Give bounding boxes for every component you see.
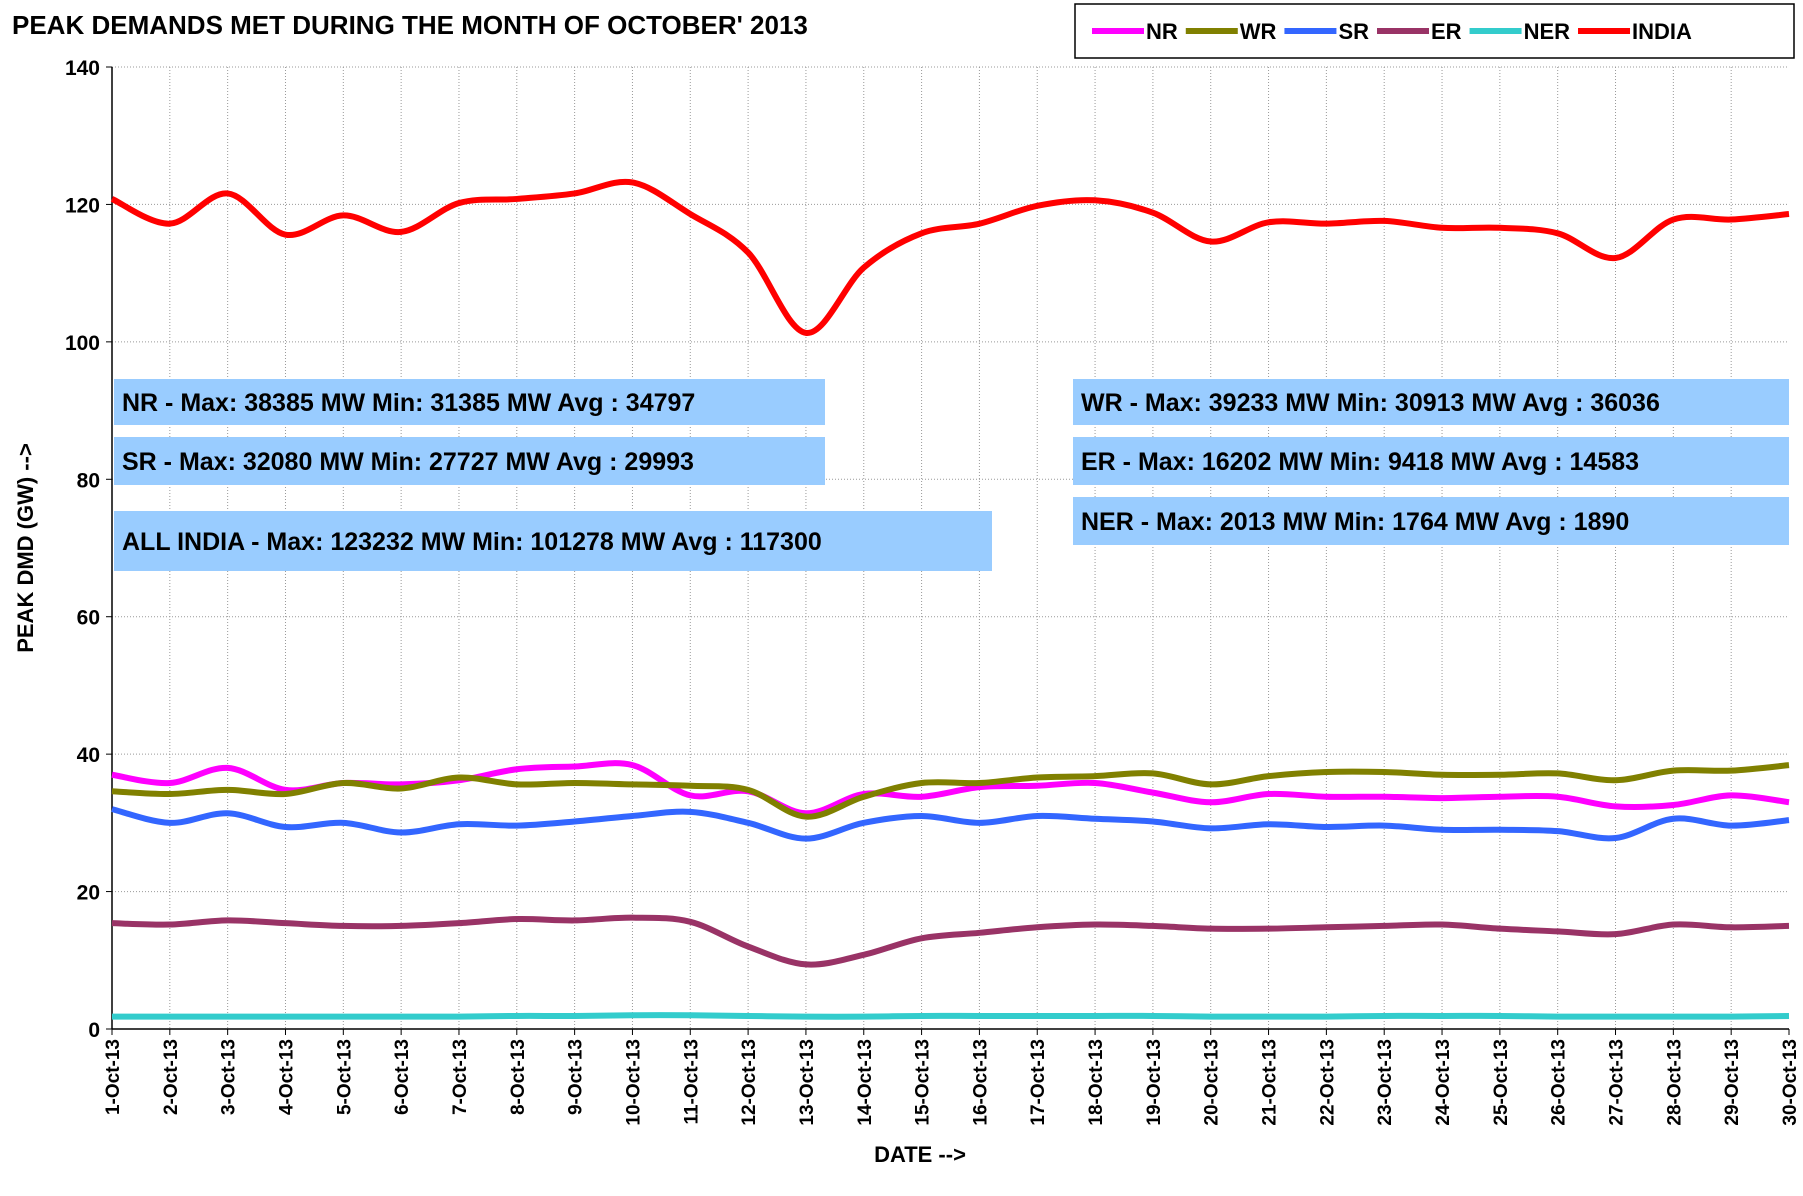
x-tick-label: 5-Oct-13 bbox=[334, 1039, 355, 1115]
chart-title: PEAK DEMANDS MET DURING THE MONTH OF OCT… bbox=[12, 10, 808, 40]
line-series bbox=[112, 1012, 1790, 1020]
y-axis-label: PEAK DMD (GW) --> bbox=[13, 443, 38, 653]
annotation: NR - Max: 38385 MW Min: 31385 MW Avg : 3… bbox=[122, 389, 695, 417]
annotation-box bbox=[114, 437, 825, 485]
y-tick-label: 40 bbox=[77, 744, 100, 767]
x-tick-label: 12-Oct-13 bbox=[739, 1039, 760, 1126]
x-tick-label: 30-Oct-13 bbox=[1780, 1039, 1801, 1126]
legend-label: INDIA bbox=[1632, 19, 1692, 44]
x-axis-label: DATE --> bbox=[874, 1142, 966, 1167]
x-tick-label: 10-Oct-13 bbox=[623, 1039, 644, 1126]
x-tick-label: 14-Oct-13 bbox=[855, 1039, 876, 1126]
line-series bbox=[111, 760, 1790, 817]
x-tick-label: 20-Oct-13 bbox=[1202, 1039, 1223, 1126]
x-tick-label: 24-Oct-13 bbox=[1433, 1039, 1454, 1126]
x-tick-label: 18-Oct-13 bbox=[1086, 1039, 1107, 1126]
x-tick-label: 2-Oct-13 bbox=[161, 1039, 182, 1115]
x-tick-label: 3-Oct-13 bbox=[219, 1039, 240, 1115]
annotation: ALL INDIA - Max: 123232 MW Min: 101278 M… bbox=[122, 528, 822, 556]
x-tick-label: 8-Oct-13 bbox=[508, 1039, 529, 1115]
annotation-box bbox=[1073, 379, 1789, 425]
line-series bbox=[111, 914, 1790, 968]
legend-label: NER bbox=[1524, 19, 1571, 44]
legend-label: SR bbox=[1338, 19, 1369, 44]
x-tick-label: 26-Oct-13 bbox=[1549, 1039, 1570, 1126]
y-tick-label: 20 bbox=[77, 882, 100, 905]
y-tick-label: 100 bbox=[65, 332, 100, 355]
legend-label: WR bbox=[1240, 19, 1277, 44]
x-tick-label: 22-Oct-13 bbox=[1317, 1039, 1338, 1126]
x-tick-label: 13-Oct-13 bbox=[797, 1039, 818, 1126]
line-series bbox=[111, 762, 1790, 820]
x-tick-label: 17-Oct-13 bbox=[1028, 1039, 1049, 1126]
x-tick-label: 1-Oct-13 bbox=[103, 1039, 124, 1115]
annotation-box bbox=[1073, 437, 1789, 485]
line-series bbox=[111, 806, 1790, 842]
y-tick-label: 60 bbox=[77, 607, 100, 630]
x-tick-label: 25-Oct-13 bbox=[1491, 1039, 1512, 1126]
annotation-box bbox=[1073, 497, 1789, 545]
x-tick-label: 28-Oct-13 bbox=[1664, 1039, 1685, 1126]
y-tick-label: 80 bbox=[77, 469, 100, 492]
x-tick-label: 16-Oct-13 bbox=[970, 1039, 991, 1126]
x-tick-label: 6-Oct-13 bbox=[392, 1039, 413, 1115]
x-tick-label: 21-Oct-13 bbox=[1260, 1039, 1281, 1126]
y-tick-label: 120 bbox=[65, 194, 100, 217]
x-tick-label: 27-Oct-13 bbox=[1607, 1039, 1628, 1126]
annotation: SR - Max: 32080 MW Min: 27727 MW Avg : 2… bbox=[122, 448, 694, 476]
annotation: WR - Max: 39233 MW Min: 30913 MW Avg : 3… bbox=[1081, 389, 1660, 417]
annotation-box bbox=[114, 379, 825, 425]
y-tick-label: 0 bbox=[88, 1019, 100, 1042]
annotation: ER - Max: 16202 MW Min: 9418 MW Avg : 14… bbox=[1081, 448, 1639, 476]
legend-label: NR bbox=[1146, 19, 1178, 44]
x-tick-label: 7-Oct-13 bbox=[450, 1039, 471, 1115]
annotation: NER - Max: 2013 MW Min: 1764 MW Avg : 18… bbox=[1081, 508, 1629, 536]
line-series bbox=[110, 178, 1790, 336]
y-tick-label: 140 bbox=[65, 57, 100, 80]
x-tick-label: 15-Oct-13 bbox=[913, 1039, 934, 1126]
x-tick-label: 19-Oct-13 bbox=[1144, 1039, 1165, 1126]
annotation-box bbox=[114, 511, 992, 571]
x-tick-label: 23-Oct-13 bbox=[1375, 1039, 1396, 1126]
x-tick-label: 29-Oct-13 bbox=[1722, 1039, 1743, 1126]
x-tick-label: 4-Oct-13 bbox=[276, 1039, 297, 1115]
legend-label: ER bbox=[1431, 19, 1462, 44]
x-tick-label: 11-Oct-13 bbox=[681, 1039, 702, 1125]
x-tick-label: 9-Oct-13 bbox=[566, 1039, 587, 1115]
